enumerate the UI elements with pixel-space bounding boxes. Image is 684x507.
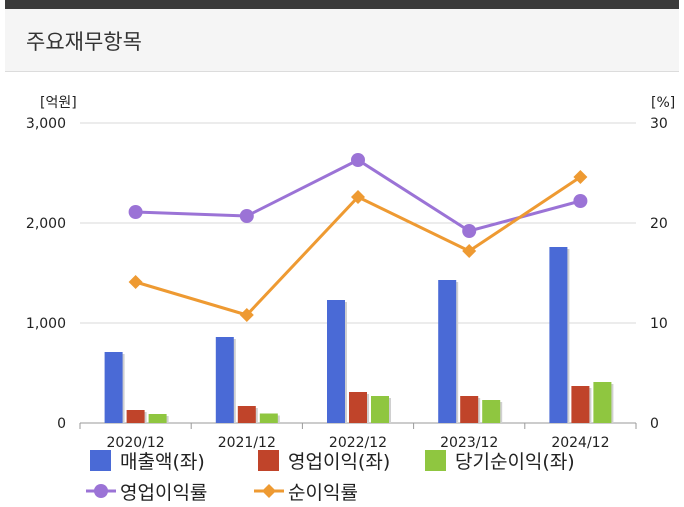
x-axis-tick-label: 2021/12	[218, 435, 276, 451]
line-point	[351, 153, 365, 167]
left-axis-tick-label: 2,000	[26, 216, 66, 232]
bar	[237, 406, 256, 423]
bar	[482, 400, 501, 423]
bar	[549, 247, 568, 423]
bar	[126, 410, 145, 423]
line-point	[573, 194, 588, 208]
right-axis-unit-label: [%]	[651, 95, 675, 111]
bar	[259, 413, 278, 423]
legend-label: 매출액(좌)	[120, 451, 205, 473]
legend-swatch	[258, 450, 279, 471]
legend-label: 영업이익률	[120, 482, 207, 504]
line-point	[462, 224, 477, 238]
legend-label: 순이익률	[288, 482, 358, 504]
panel-title: 주요재무항목	[26, 30, 142, 54]
bar	[104, 352, 123, 423]
line-point	[239, 308, 254, 322]
legend-label: 영업이익(좌)	[288, 451, 390, 473]
legend-label: 당기순이익(좌)	[455, 451, 575, 473]
line-point	[128, 275, 143, 289]
line-point	[462, 244, 477, 258]
line-point	[351, 190, 365, 204]
right-axis-tick-label: 30	[650, 116, 668, 132]
left-axis-tick-label: 0	[57, 416, 66, 432]
x-axis-tick-label: 2022/12	[329, 435, 387, 451]
right-axis-tick-label: 20	[650, 216, 668, 232]
legend-marker	[262, 484, 276, 498]
line-point	[239, 209, 254, 223]
bar	[460, 396, 479, 423]
bar	[327, 300, 345, 423]
x-axis-tick-label: 2020/12	[107, 435, 165, 451]
line-point	[128, 205, 143, 219]
panel-header: 주요재무항목	[5, 9, 679, 72]
bar	[371, 396, 389, 423]
left-axis-tick-label: 3,000	[26, 116, 66, 132]
bar	[148, 414, 167, 423]
bar	[593, 382, 612, 423]
top-bar	[5, 0, 679, 9]
x-axis-tick-label: 2023/12	[440, 435, 498, 451]
right-axis-tick-label: 10	[650, 316, 668, 332]
right-axis-tick-label: 0	[650, 416, 659, 432]
legend-swatch	[90, 450, 111, 471]
line-point	[573, 170, 588, 184]
left-axis-unit-label: [억원]	[40, 95, 77, 111]
bar	[438, 280, 457, 423]
bar	[349, 392, 367, 423]
bar	[215, 337, 234, 423]
x-axis-tick-label: 2024/12	[551, 435, 609, 451]
legend-marker	[94, 484, 108, 498]
bar	[571, 386, 590, 423]
legend-swatch	[425, 450, 446, 471]
left-axis-tick-label: 1,000	[26, 316, 66, 332]
